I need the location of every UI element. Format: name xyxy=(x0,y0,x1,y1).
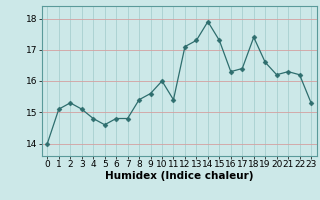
X-axis label: Humidex (Indice chaleur): Humidex (Indice chaleur) xyxy=(105,171,253,181)
